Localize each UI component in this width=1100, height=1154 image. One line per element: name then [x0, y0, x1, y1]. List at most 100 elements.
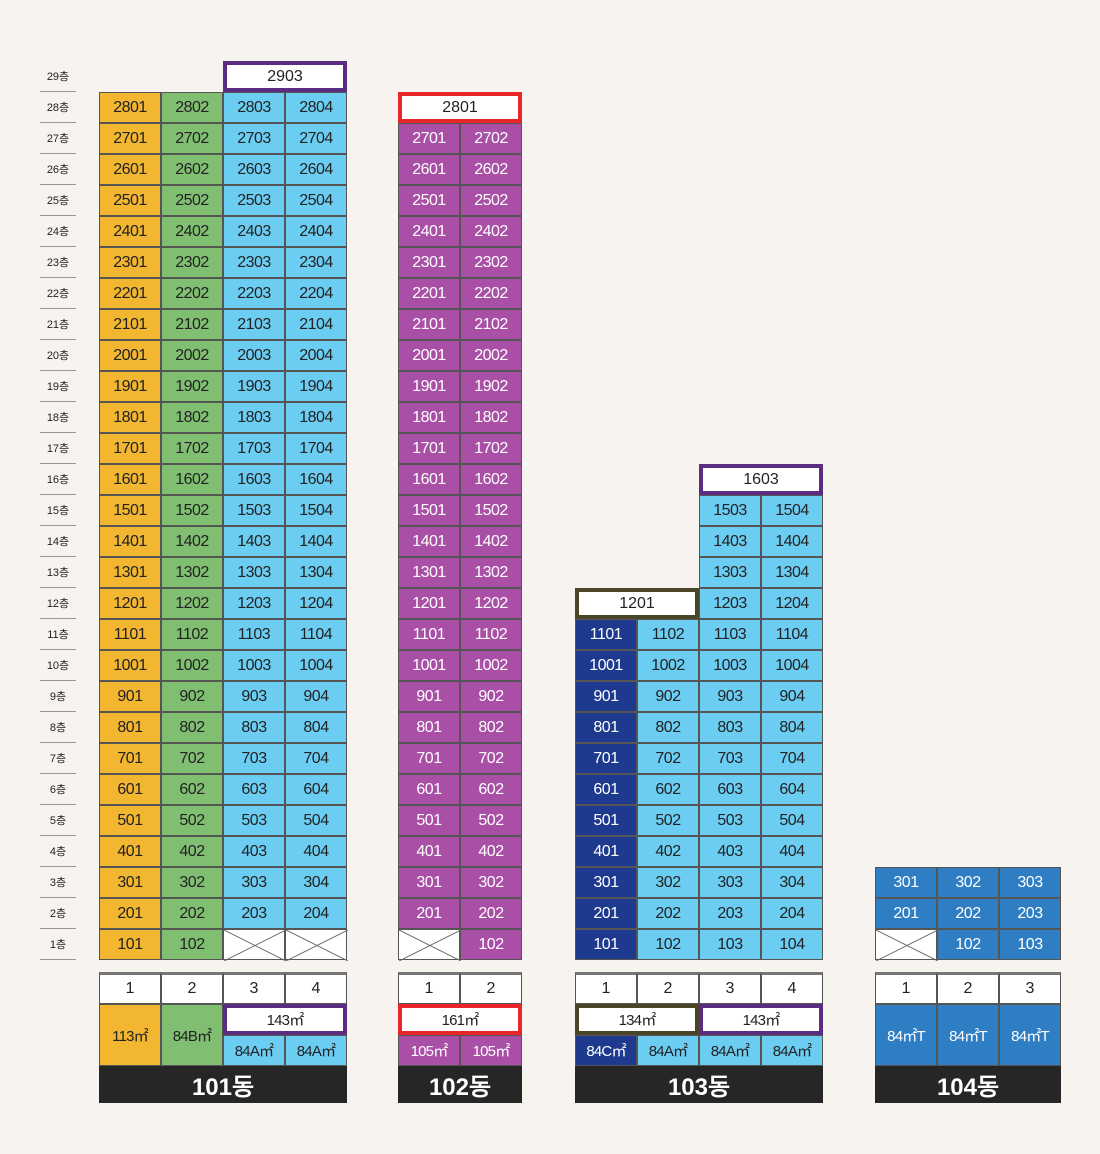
line-number: 4: [285, 972, 347, 1004]
unit-cell: 2103: [223, 309, 285, 340]
floor-label: 16층: [40, 464, 76, 495]
unit-cell: 2802: [161, 92, 223, 123]
unit-cell: 2303: [223, 247, 285, 278]
unit-cell: 2302: [460, 247, 522, 278]
unit-cell: 2702: [460, 123, 522, 154]
unit-cell: 603: [223, 774, 285, 805]
unit-cell: 1101: [575, 619, 637, 650]
unit-cell: 602: [637, 774, 699, 805]
unit-cell: 1604: [285, 464, 347, 495]
unit-cell: 201: [398, 898, 460, 929]
line-number: 2: [161, 972, 223, 1004]
unit-cell: 1504: [285, 495, 347, 526]
unit-cell: 301: [575, 867, 637, 898]
unit-cell: 702: [161, 743, 223, 774]
floor-label: 10층: [40, 650, 76, 681]
unit-cell: 401: [575, 836, 637, 867]
cross-mark-icon: [286, 930, 348, 961]
floor-label: 12층: [40, 588, 76, 619]
floor-label: 27층: [40, 123, 76, 154]
area-label: 84㎡T: [875, 1004, 937, 1066]
unit-cell: 2702: [161, 123, 223, 154]
unit-cell: 703: [699, 743, 761, 774]
unit-cell: 703: [223, 743, 285, 774]
unit-cell: 2602: [161, 154, 223, 185]
unit-cell: 1601: [398, 464, 460, 495]
unit-cell: 802: [161, 712, 223, 743]
unit-cell: 1102: [161, 619, 223, 650]
unit-cell: 102: [460, 929, 522, 960]
unit-cell: 204: [761, 898, 823, 929]
unit-cell: 1404: [285, 526, 347, 557]
unit-cell: 501: [99, 805, 161, 836]
unit-cell: 1301: [99, 557, 161, 588]
unit-cell: 2203: [223, 278, 285, 309]
unit-cell: 801: [99, 712, 161, 743]
unit-cell: 604: [761, 774, 823, 805]
unit-cell: 404: [761, 836, 823, 867]
unit-cell: 2603: [223, 154, 285, 185]
unit-cell: 801: [398, 712, 460, 743]
area-label: 84㎡T: [999, 1004, 1061, 1066]
unit-cell: 2304: [285, 247, 347, 278]
floor-label: 20층: [40, 340, 76, 371]
unit-cell: 904: [285, 681, 347, 712]
unit-cell: 1901: [99, 371, 161, 402]
special-unit: 2903: [223, 61, 347, 92]
area-label: 84㎡T: [937, 1004, 999, 1066]
area-label: 84A㎡: [223, 1035, 285, 1066]
unit-cell: 1002: [161, 650, 223, 681]
unit-cell: 1903: [223, 371, 285, 402]
unit-cell: 2703: [223, 123, 285, 154]
floor-label: 14층: [40, 526, 76, 557]
unit-cell: 1204: [285, 588, 347, 619]
unit-cell: 201: [875, 898, 937, 929]
line-number: 3: [999, 972, 1061, 1004]
unit-cell: 804: [285, 712, 347, 743]
unit-cell: 1402: [161, 526, 223, 557]
unit-cell: 601: [575, 774, 637, 805]
floor-label: 15층: [40, 495, 76, 526]
unit-cell: 902: [637, 681, 699, 712]
unit-cell: 1103: [699, 619, 761, 650]
area-group-label: 143㎡: [223, 1004, 347, 1035]
unit-cell: 903: [223, 681, 285, 712]
unit-cell: 2501: [398, 185, 460, 216]
unit-cell: 1301: [398, 557, 460, 588]
unit-cell: 2402: [460, 216, 522, 247]
unit-cell: 1501: [99, 495, 161, 526]
unit-cell: 2201: [99, 278, 161, 309]
unit-cell: 101: [99, 929, 161, 960]
special-unit: 1603: [699, 464, 823, 495]
unit-cell: 1801: [99, 402, 161, 433]
floor-label: 21층: [40, 309, 76, 340]
unit-cell: 1902: [161, 371, 223, 402]
unit-cell: 201: [99, 898, 161, 929]
floor-label: 7층: [40, 743, 76, 774]
special-unit: 2801: [398, 92, 522, 123]
unit-cell: 1901: [398, 371, 460, 402]
unit-cell: 204: [285, 898, 347, 929]
unit-cell: 901: [575, 681, 637, 712]
unit-cell: 1002: [460, 650, 522, 681]
special-unit: 1201: [575, 588, 699, 619]
unit-cell: 1704: [285, 433, 347, 464]
unit-cell: 601: [99, 774, 161, 805]
floor-label: 2층: [40, 898, 76, 929]
unit-cell: 2004: [285, 340, 347, 371]
unit-cell: 2002: [161, 340, 223, 371]
unit-cell: 904: [761, 681, 823, 712]
unit-cell: 102: [637, 929, 699, 960]
unit-cell: 2502: [460, 185, 522, 216]
unit-cell: 403: [223, 836, 285, 867]
floor-label: 26층: [40, 154, 76, 185]
unit-cell: 104: [761, 929, 823, 960]
unit-cell: 302: [161, 867, 223, 898]
building-name: 103동: [575, 1066, 823, 1103]
unit-cell: 401: [99, 836, 161, 867]
unit-cell: 203: [223, 898, 285, 929]
floor-label: 4층: [40, 836, 76, 867]
unit-cell: 602: [460, 774, 522, 805]
floor-label: 1층: [40, 929, 76, 960]
unit-cell: 1204: [761, 588, 823, 619]
